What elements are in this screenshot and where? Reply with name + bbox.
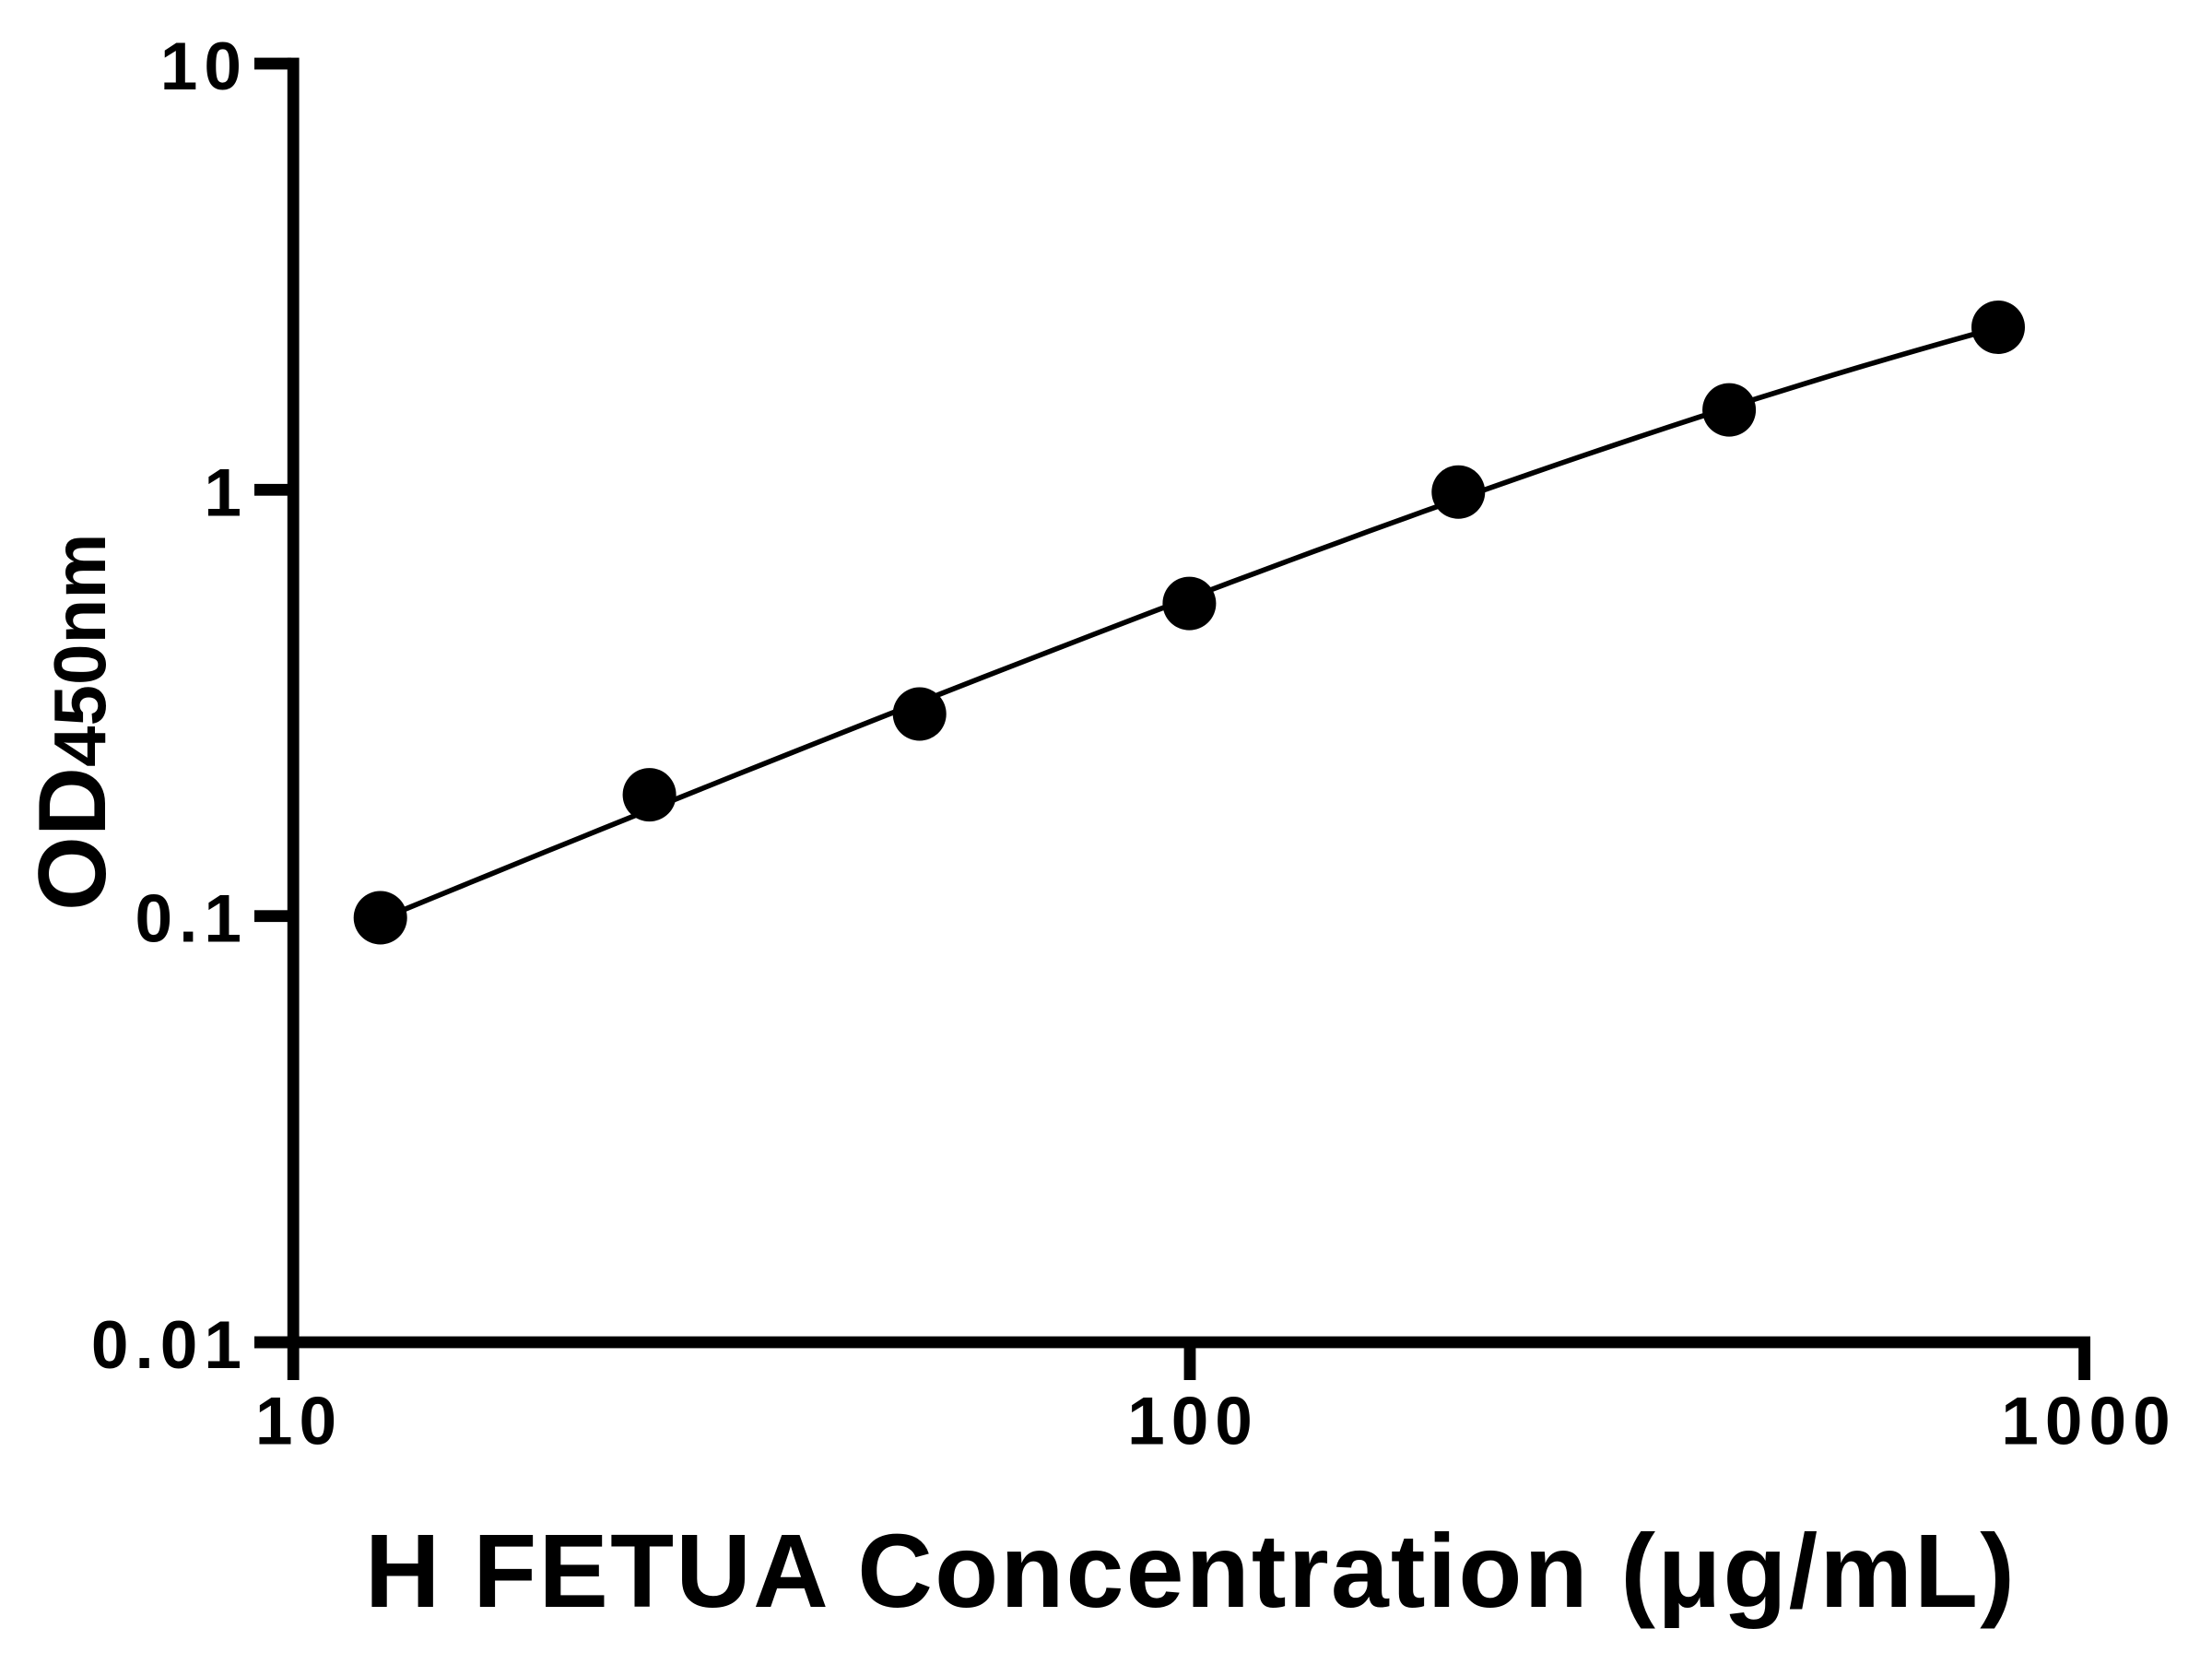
svg-text:0.01: 0.01 xyxy=(91,1308,248,1383)
svg-text:1: 1 xyxy=(204,455,248,530)
svg-text:10: 10 xyxy=(160,30,248,104)
svg-text:10: 10 xyxy=(255,1385,343,1459)
svg-text:100: 100 xyxy=(1127,1385,1259,1459)
svg-text:1000: 1000 xyxy=(2001,1385,2176,1459)
svg-text:0.1: 0.1 xyxy=(135,882,248,957)
svg-text:H FETUA Concentration (μg/mL): H FETUA Concentration (μg/mL) xyxy=(365,1513,2017,1629)
